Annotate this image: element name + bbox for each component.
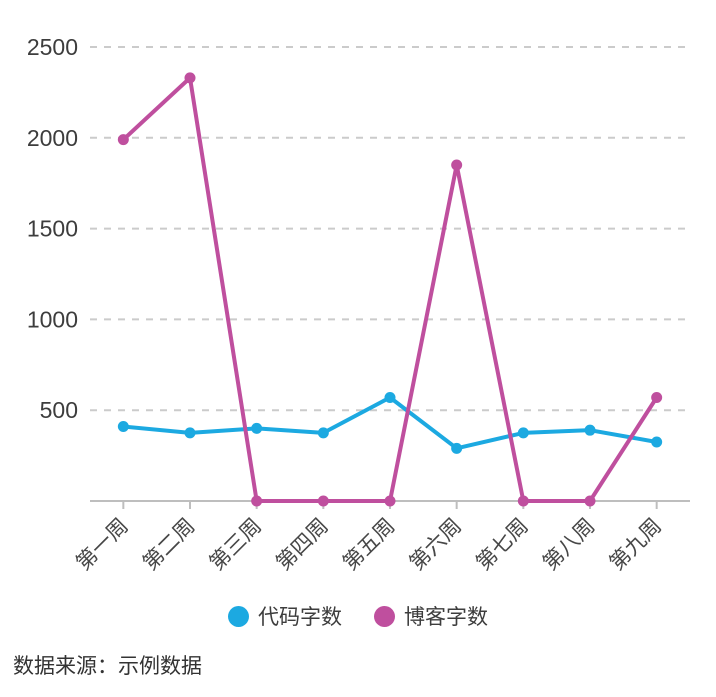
data-point[interactable] bbox=[584, 495, 596, 507]
x-axis-label: 第八周 bbox=[539, 514, 600, 575]
data-point[interactable] bbox=[251, 422, 263, 434]
data-source-note: 数据来源：示例数据 bbox=[13, 655, 202, 678]
data-point[interactable] bbox=[651, 391, 663, 403]
x-axis-label: 第四周 bbox=[272, 514, 333, 575]
data-point[interactable] bbox=[451, 159, 463, 171]
data-point[interactable] bbox=[117, 134, 129, 146]
x-axis-label: 第六周 bbox=[405, 514, 466, 575]
y-axis-label: 1000 bbox=[27, 306, 78, 332]
data-point[interactable] bbox=[384, 495, 396, 507]
data-point[interactable] bbox=[317, 495, 329, 507]
line-chart-canvas[interactable]: 500 1000 1500 2000 2500 第一周 第二周 第三周 第四周 第五周 第六周 第七周… bbox=[0, 0, 716, 592]
y-axis-label: 500 bbox=[40, 397, 78, 423]
x-axis-label: 第九周 bbox=[605, 514, 666, 575]
x-axis-label: 第一周 bbox=[72, 514, 133, 575]
data-point[interactable] bbox=[584, 424, 596, 436]
y-axis-label: 2000 bbox=[27, 125, 78, 151]
data-point[interactable] bbox=[451, 442, 463, 454]
data-point[interactable] bbox=[517, 495, 529, 507]
series-line bbox=[121, 395, 659, 451]
legend-marker-blog-words-icon bbox=[374, 605, 395, 627]
legend-item-code-words[interactable]: 代码字数 bbox=[228, 601, 342, 631]
data-point[interactable] bbox=[384, 391, 396, 403]
data-point[interactable] bbox=[251, 495, 263, 507]
legend: 代码字数 博客字数 bbox=[0, 601, 716, 631]
data-point[interactable] bbox=[317, 427, 329, 439]
legend-label-blog-words: 博客字数 bbox=[404, 606, 488, 629]
y-axis-label: 2500 bbox=[27, 34, 78, 60]
legend-label-code-words: 代码字数 bbox=[258, 606, 342, 629]
data-point[interactable] bbox=[117, 421, 129, 433]
y-axis-label: 1500 bbox=[27, 216, 78, 242]
x-axis-label: 第二周 bbox=[139, 514, 200, 575]
data-point[interactable] bbox=[184, 427, 196, 439]
x-axis-label: 第五周 bbox=[339, 514, 400, 575]
legend-marker-code-words-icon bbox=[228, 605, 249, 627]
series-line bbox=[121, 75, 659, 503]
data-point[interactable] bbox=[651, 436, 663, 448]
data-point[interactable] bbox=[517, 427, 529, 439]
x-axis-label: 第七周 bbox=[472, 514, 533, 575]
x-axis-label: 第三周 bbox=[205, 514, 266, 575]
data-point[interactable] bbox=[184, 72, 196, 84]
legend-item-blog-words[interactable]: 博客字数 bbox=[374, 601, 488, 631]
